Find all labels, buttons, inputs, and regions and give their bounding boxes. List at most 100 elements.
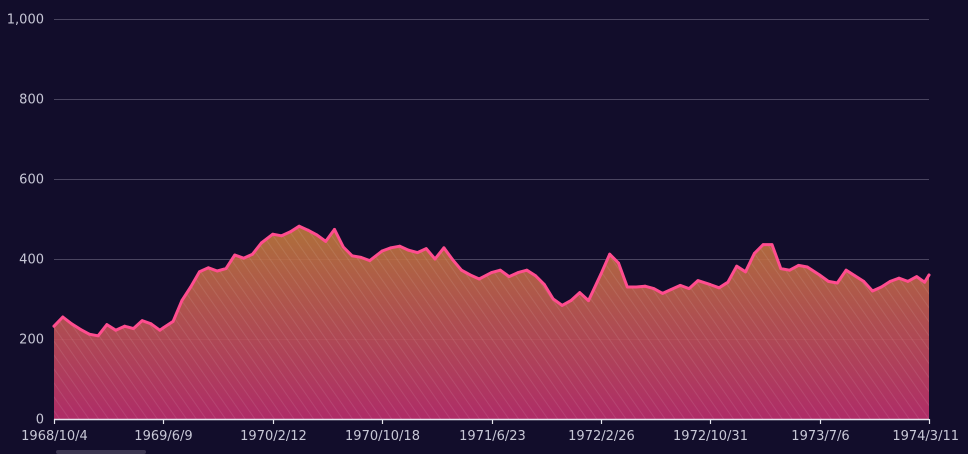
y-tick-label: 0 bbox=[36, 413, 44, 428]
data-point bbox=[880, 285, 883, 289]
data-point bbox=[468, 273, 472, 277]
x-tick-label: 1971/6/23 bbox=[459, 429, 526, 444]
data-point bbox=[52, 324, 56, 328]
x-tick-label: 1969/6/9 bbox=[134, 429, 192, 444]
data-point bbox=[259, 241, 263, 245]
data-point bbox=[770, 243, 774, 247]
data-point bbox=[608, 252, 612, 256]
data-point bbox=[87, 332, 91, 336]
data-point bbox=[70, 322, 73, 326]
data-point bbox=[844, 268, 848, 272]
data-point bbox=[407, 248, 410, 252]
data-point bbox=[753, 252, 756, 255]
data-point bbox=[643, 284, 647, 288]
data-point bbox=[587, 299, 590, 302]
data-point bbox=[534, 274, 537, 278]
data-point bbox=[140, 319, 144, 322]
data-point bbox=[744, 270, 747, 274]
data-point bbox=[507, 275, 511, 278]
data-point bbox=[906, 280, 910, 283]
data-point bbox=[788, 268, 791, 272]
data-point bbox=[61, 315, 65, 319]
data-point bbox=[442, 246, 446, 250]
data-point bbox=[717, 286, 721, 290]
x-tick-label: 1970/10/18 bbox=[345, 429, 420, 444]
data-point bbox=[661, 292, 664, 295]
data-point bbox=[460, 268, 463, 272]
data-point bbox=[525, 268, 529, 272]
data-point bbox=[123, 324, 126, 328]
x-tick-label: 1974/3/11 bbox=[892, 429, 959, 444]
data-point bbox=[805, 265, 809, 269]
data-point bbox=[207, 266, 210, 270]
data-point bbox=[368, 259, 372, 262]
data-point bbox=[158, 328, 162, 332]
data-point bbox=[670, 288, 673, 291]
data-point bbox=[424, 247, 428, 251]
data-point bbox=[162, 326, 165, 330]
data-point bbox=[341, 245, 345, 249]
data-point bbox=[735, 264, 739, 268]
data-point bbox=[569, 299, 573, 302]
data-point bbox=[233, 253, 237, 257]
data-point bbox=[927, 273, 931, 277]
data-point bbox=[333, 228, 336, 231]
data-point bbox=[560, 304, 564, 307]
series-area-hatch bbox=[54, 226, 929, 419]
data-point bbox=[171, 320, 175, 323]
y-tick-label: 400 bbox=[19, 253, 44, 268]
data-point bbox=[761, 243, 765, 247]
data-point bbox=[380, 249, 384, 253]
data-point bbox=[114, 328, 118, 332]
x-tick-label: 1973/7/6 bbox=[791, 429, 849, 444]
data-point bbox=[416, 251, 419, 255]
data-point bbox=[696, 279, 700, 282]
data-point bbox=[350, 254, 354, 258]
data-point bbox=[79, 328, 82, 331]
data-point bbox=[915, 275, 919, 278]
data-point bbox=[498, 268, 502, 272]
data-point bbox=[797, 264, 800, 267]
y-tick-label: 800 bbox=[19, 93, 44, 108]
data-point bbox=[180, 299, 184, 302]
data-point bbox=[251, 252, 254, 256]
y-tick-label: 200 bbox=[19, 333, 44, 348]
x-axis bbox=[53, 418, 931, 424]
data-point bbox=[708, 283, 712, 286]
data-point bbox=[289, 230, 292, 234]
area-layer bbox=[52, 224, 931, 419]
data-point bbox=[271, 232, 275, 236]
data-point bbox=[599, 272, 603, 276]
data-point bbox=[398, 244, 402, 248]
x-axis-labels: 1968/10/4 1969/6/9 1970/2/12 1970/10/18 1971… bbox=[21, 429, 959, 444]
data-point bbox=[888, 280, 892, 283]
data-point bbox=[853, 274, 857, 278]
data-point bbox=[242, 256, 246, 260]
data-point bbox=[451, 258, 455, 262]
data-point bbox=[132, 327, 135, 330]
data-point bbox=[551, 297, 555, 301]
data-point bbox=[726, 280, 730, 284]
data-point bbox=[897, 276, 901, 280]
data-point bbox=[324, 240, 328, 243]
data-point bbox=[96, 334, 100, 338]
data-point bbox=[827, 280, 830, 283]
x-tick-label: 1972/10/31 bbox=[673, 429, 748, 444]
data-point bbox=[490, 271, 493, 274]
data-point bbox=[835, 281, 839, 285]
data-point bbox=[306, 228, 310, 232]
y-tick-label: 1,000 bbox=[7, 13, 44, 28]
data-point bbox=[871, 289, 874, 293]
data-point bbox=[617, 261, 620, 265]
y-axis-labels: 0 200 400 600 800 1,000 bbox=[7, 13, 44, 428]
x-tick-label: 1972/2/26 bbox=[568, 429, 635, 444]
data-point bbox=[189, 285, 193, 289]
data-point bbox=[687, 287, 691, 290]
scroll-thumb[interactable] bbox=[56, 450, 146, 454]
data-point bbox=[149, 322, 153, 326]
data-point bbox=[359, 256, 363, 259]
data-point bbox=[625, 285, 629, 289]
data-point bbox=[389, 246, 393, 250]
